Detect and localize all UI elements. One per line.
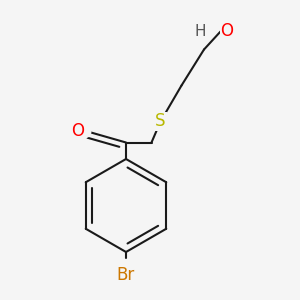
Text: S: S xyxy=(155,112,166,130)
Text: H: H xyxy=(194,24,206,39)
Text: O: O xyxy=(220,22,233,40)
Text: O: O xyxy=(71,122,84,140)
Text: Br: Br xyxy=(117,266,135,284)
